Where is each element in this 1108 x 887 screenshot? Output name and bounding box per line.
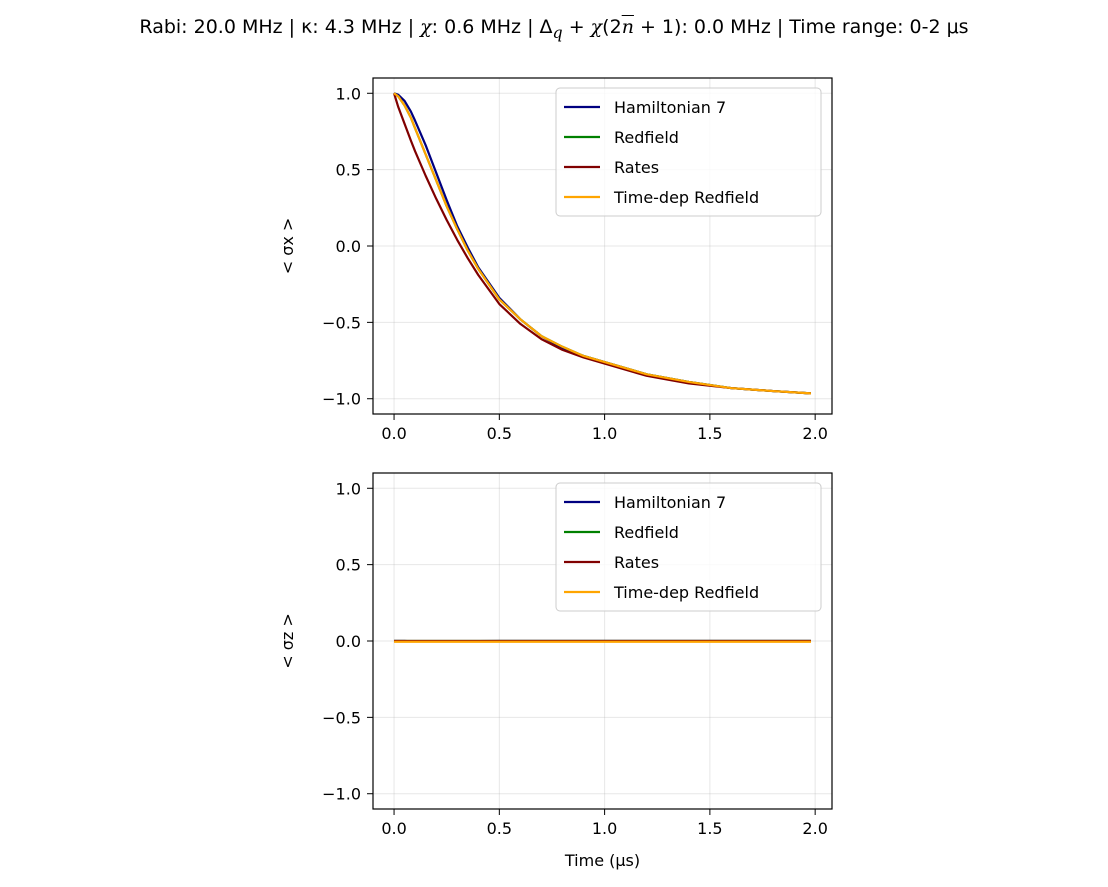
bottom-legend-box	[555, 482, 822, 612]
title-delta-plus: +	[562, 16, 591, 38]
title-time-range: Time range: 0-2 μs	[789, 16, 969, 38]
top-xtick-label: 0.0	[381, 424, 406, 443]
top-xtick-label: 2.0	[802, 424, 827, 443]
title-sep: |	[770, 16, 790, 38]
title-delta-value: : 0.0 MHz	[681, 16, 771, 38]
top-legend-box	[555, 87, 822, 217]
figure-title: Rabi: 20.0 MHz | κ: 4.3 MHz | χ: 0.6 MHz…	[0, 16, 1108, 42]
title-chi-value: : 0.6 MHz	[431, 16, 522, 38]
title-sep: |	[282, 16, 302, 38]
bottom-series-group	[394, 639, 811, 643]
bottom-legend-entry: Rates	[614, 553, 659, 572]
top-legend: Hamiltonian 7 Redfield Rates Time-dep Redfi…	[555, 87, 822, 217]
top-legend-entry: Hamiltonian 7	[614, 98, 726, 117]
bottom-legend-entry: Time-dep Redfield	[613, 583, 759, 602]
top-xtick-label: 0.5	[487, 424, 512, 443]
top-panel: 0.0 0.5 1.0 1.5 2.0 1.0 0.5 0.0 −0.5 −1.0 < σx > Ha…	[278, 77, 833, 443]
bottom-xtick-label: 0.0	[381, 819, 406, 838]
bottom-xlabel: Time (μs)	[564, 851, 640, 870]
title-chi-symbol: χ	[420, 16, 432, 38]
top-xtick-label: 1.5	[697, 424, 722, 443]
title-sep: |	[401, 16, 421, 38]
top-ylabel: < σx >	[278, 218, 297, 275]
top-ytick-label: 1.0	[336, 84, 361, 103]
bottom-xtick-label: 2.0	[802, 819, 827, 838]
top-legend-entry: Time-dep Redfield	[613, 188, 759, 207]
top-series-line-time-dep-redfield	[393, 92, 812, 395]
title-delta-symbol: Δ	[539, 16, 553, 38]
title-kappa: κ: 4.3 MHz	[301, 16, 402, 38]
top-legend-entry: Redfield	[614, 128, 679, 147]
top-series-group	[393, 92, 812, 395]
bottom-legend-entry: Hamiltonian 7	[614, 493, 726, 512]
top-ytick-label: −0.5	[322, 313, 361, 332]
bottom-ytick-label: −1.0	[322, 785, 361, 804]
title-delta-paren-open: (2	[602, 16, 622, 38]
top-xtick-label: 1.0	[592, 424, 617, 443]
bottom-xtick-label: 1.5	[697, 819, 722, 838]
top-ytick-label: −1.0	[322, 390, 361, 409]
bottom-ytick-label: 0.5	[336, 556, 361, 575]
title-delta-nbar: n	[621, 16, 634, 38]
bottom-ytick-label: 1.0	[336, 479, 361, 498]
top-series-line-rates	[393, 92, 812, 395]
bottom-panel: 0.0 0.5 1.0 1.5 2.0 1.0 0.5 0.0 −0.5 −1.0 < σz > Ti…	[278, 472, 833, 870]
top-legend-entry: Rates	[614, 158, 659, 177]
bottom-legend: Hamiltonian 7 Redfield Rates Time-dep Redfi…	[555, 482, 822, 612]
bottom-xtick-label: 0.5	[487, 819, 512, 838]
title-delta-paren-close: + 1)	[633, 16, 682, 38]
title-rabi: Rabi: 20.0 MHz	[139, 16, 283, 38]
title-delta-expression: Δq + χ(2n + 1)	[539, 16, 682, 42]
bottom-ytick-label: 0.0	[336, 632, 361, 651]
bottom-ytick-label: −0.5	[322, 708, 361, 727]
title-delta-chi: χ	[590, 16, 603, 38]
title-delta-sub: q	[552, 22, 563, 42]
bottom-ylabel: < σz >	[278, 613, 297, 669]
top-ytick-label: 0.5	[336, 161, 361, 180]
top-ytick-label: 0.0	[336, 237, 361, 256]
bottom-legend-entry: Redfield	[614, 523, 679, 542]
bottom-xtick-label: 1.0	[592, 819, 617, 838]
title-sep: |	[521, 16, 540, 38]
